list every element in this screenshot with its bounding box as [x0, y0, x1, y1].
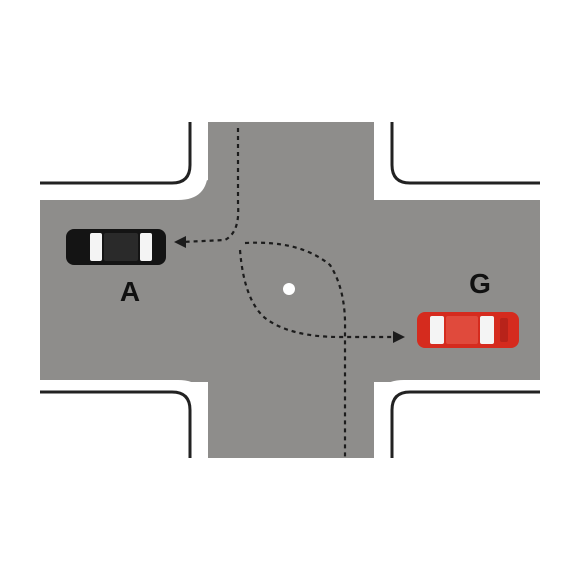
path-car-g-curve-left: [238, 241, 395, 458]
car-a-label: A: [120, 276, 140, 307]
curbs: [40, 122, 540, 458]
path-car-g-arrowhead: [393, 331, 405, 343]
path-car-g-line-vertical: [244, 241, 347, 458]
car-g-roof: [446, 316, 478, 344]
curb-sw-outline: [40, 390, 192, 458]
car-a-roof: [104, 233, 138, 261]
curb-se-outline: [390, 390, 540, 458]
car-a: [66, 229, 166, 265]
path-car-a: [181, 128, 240, 244]
path-car-g-line-horizontal: [238, 249, 395, 339]
curb-nw-outline: [40, 122, 192, 185]
car-g-trunk: [500, 318, 508, 342]
car-g-label: G: [469, 268, 491, 299]
path-car-a-arrowhead: [174, 236, 186, 248]
curb-ne-outline: [390, 122, 540, 185]
car-a-front-window: [140, 233, 152, 261]
center-dot: [283, 283, 295, 295]
car-g-front-window: [430, 316, 444, 344]
car-g: [417, 312, 519, 348]
path-car-a-line: [181, 128, 240, 244]
car-g-rear-window: [480, 316, 494, 344]
car-a-rear-window: [90, 233, 102, 261]
